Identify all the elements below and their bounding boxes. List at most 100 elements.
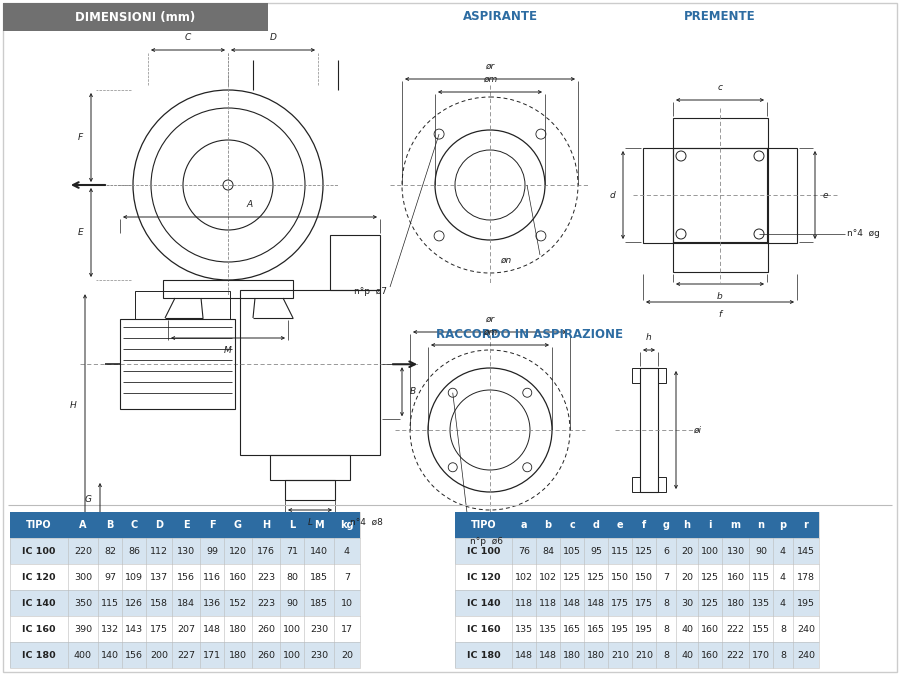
Text: e: e [616, 520, 624, 530]
Text: øm: øm [483, 328, 497, 337]
Bar [455, 538, 819, 564]
Text: IC 120: IC 120 [22, 572, 56, 581]
Bar [10, 616, 360, 642]
Text: 165: 165 [587, 624, 605, 634]
Bar [455, 512, 819, 538]
Bar [455, 564, 819, 590]
Text: 260: 260 [257, 651, 275, 659]
Text: IC 100: IC 100 [467, 547, 500, 556]
Text: IC 100: IC 100 [22, 547, 56, 556]
Text: 160: 160 [701, 624, 719, 634]
Text: 148: 148 [563, 599, 581, 608]
Bar [10, 590, 360, 616]
Text: 82: 82 [104, 547, 116, 556]
Text: 350: 350 [74, 599, 92, 608]
Text: r: r [804, 520, 808, 530]
Text: 176: 176 [257, 547, 275, 556]
Text: IC 120: IC 120 [467, 572, 500, 581]
Text: 125: 125 [587, 572, 605, 581]
Text: C: C [130, 520, 138, 530]
Text: 195: 195 [635, 624, 653, 634]
Text: ør: ør [485, 315, 495, 324]
Text: 125: 125 [563, 572, 581, 581]
Text: L: L [289, 520, 295, 530]
Text: 165: 165 [563, 624, 581, 634]
Text: 135: 135 [752, 599, 770, 608]
Bar [10, 538, 360, 564]
Text: 102: 102 [539, 572, 557, 581]
Bar [270, 455, 350, 480]
Bar [135, 291, 230, 319]
Text: H: H [262, 520, 270, 530]
Text: 180: 180 [229, 624, 247, 634]
Text: 20: 20 [681, 547, 693, 556]
Text: i: i [708, 520, 712, 530]
Text: E: E [77, 228, 83, 237]
Text: IC 140: IC 140 [22, 599, 56, 608]
Text: 6: 6 [663, 547, 669, 556]
Text: n°p  ø6: n°p ø6 [470, 537, 503, 547]
Text: 8: 8 [663, 624, 669, 634]
Text: L: L [308, 518, 312, 527]
Text: H: H [70, 401, 77, 410]
Text: 195: 195 [611, 624, 629, 634]
Text: B: B [410, 387, 416, 396]
Text: m: m [731, 520, 741, 530]
Text: 7: 7 [344, 572, 350, 581]
Text: 207: 207 [177, 624, 195, 634]
Text: 109: 109 [125, 572, 143, 581]
Text: 230: 230 [310, 651, 328, 659]
Text: 222: 222 [726, 624, 744, 634]
Text: 126: 126 [125, 599, 143, 608]
Text: 145: 145 [797, 547, 815, 556]
Bar [10, 512, 360, 538]
Text: IC 180: IC 180 [467, 651, 500, 659]
Text: 180: 180 [563, 651, 581, 659]
Text: 71: 71 [286, 547, 298, 556]
Bar [240, 290, 380, 455]
Text: 90: 90 [755, 547, 767, 556]
Text: 137: 137 [150, 572, 168, 581]
Text: C: C [184, 33, 191, 42]
Text: 8: 8 [663, 599, 669, 608]
Text: 148: 148 [587, 599, 605, 608]
Text: a: a [521, 520, 527, 530]
Text: TIPO: TIPO [471, 520, 496, 530]
Bar [658, 477, 666, 492]
Text: PREMENTE: PREMENTE [684, 11, 756, 24]
Text: 148: 148 [203, 624, 221, 634]
Text: 227: 227 [177, 651, 195, 659]
Text: p: p [779, 520, 787, 530]
Text: 160: 160 [229, 572, 247, 581]
Text: 20: 20 [341, 651, 353, 659]
Text: 130: 130 [177, 547, 195, 556]
Text: 84: 84 [542, 547, 554, 556]
Text: 115: 115 [611, 547, 629, 556]
Bar [285, 480, 335, 500]
Bar [10, 642, 360, 668]
Text: b: b [717, 292, 723, 301]
Text: 17: 17 [341, 624, 353, 634]
Text: 105: 105 [563, 547, 581, 556]
Text: 156: 156 [177, 572, 195, 581]
Text: A: A [79, 520, 86, 530]
Text: 148: 148 [539, 651, 557, 659]
Text: 100: 100 [283, 624, 301, 634]
Text: 148: 148 [515, 651, 533, 659]
Text: 178: 178 [797, 572, 815, 581]
Text: 210: 210 [635, 651, 653, 659]
Text: ør: ør [485, 62, 495, 71]
Text: 132: 132 [101, 624, 119, 634]
Text: 390: 390 [74, 624, 92, 634]
Text: 116: 116 [203, 572, 221, 581]
Text: 136: 136 [202, 599, 221, 608]
Text: 4: 4 [780, 599, 786, 608]
Text: 184: 184 [177, 599, 195, 608]
Text: 40: 40 [681, 624, 693, 634]
Text: 220: 220 [74, 547, 92, 556]
Text: 175: 175 [635, 599, 653, 608]
Text: h: h [683, 520, 690, 530]
Text: n°4  øg: n°4 øg [847, 230, 880, 238]
Bar [640, 368, 658, 492]
Bar [673, 242, 768, 272]
